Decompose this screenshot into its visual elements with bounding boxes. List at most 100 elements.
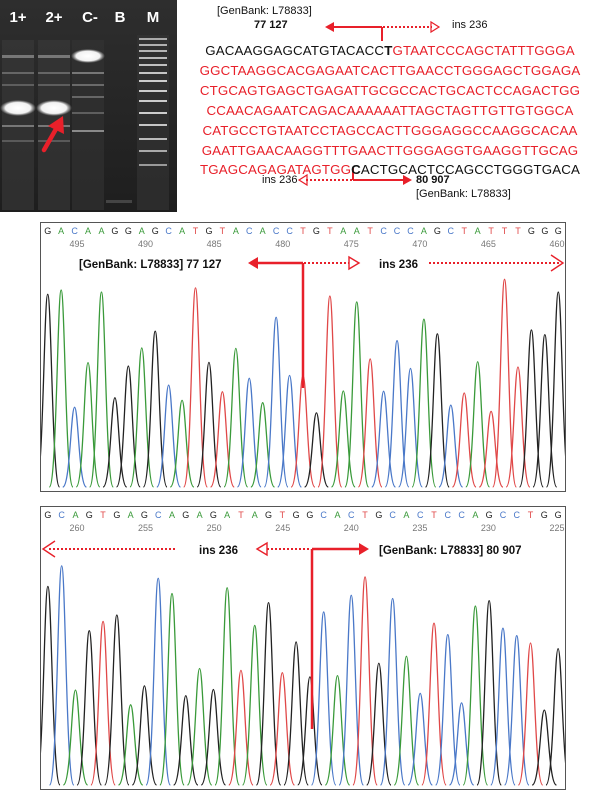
trace-peak bbox=[435, 633, 461, 786]
base-call: A bbox=[472, 510, 478, 520]
position-tick-label: 260 bbox=[69, 523, 84, 533]
trace-peak bbox=[531, 709, 558, 786]
base-call: G bbox=[265, 510, 272, 520]
trace-peak bbox=[297, 676, 323, 786]
ins-label-bottom: ins 236 bbox=[262, 174, 298, 186]
trace-peak bbox=[448, 702, 475, 786]
trace-peak bbox=[517, 642, 544, 786]
position-label-top: 77 127 bbox=[254, 19, 288, 31]
trace-peak bbox=[324, 674, 351, 786]
trace-peak bbox=[209, 391, 235, 488]
trace-peak bbox=[478, 410, 504, 488]
trace-peak bbox=[465, 361, 491, 488]
arrow-left-icon bbox=[248, 257, 258, 269]
position-tick-label: 250 bbox=[207, 523, 222, 533]
trace-peak bbox=[303, 412, 329, 488]
trace-peak bbox=[492, 278, 517, 488]
trace-peak bbox=[357, 358, 383, 488]
base-call: A bbox=[233, 226, 239, 236]
trace-peak bbox=[48, 289, 74, 488]
sequence-arrows bbox=[297, 20, 441, 187]
genbank-label-bottom: [GenBank: L78833] bbox=[416, 188, 511, 200]
base-call: A bbox=[224, 510, 230, 520]
base-call: T bbox=[461, 226, 467, 236]
base-call: G bbox=[205, 226, 212, 236]
base-call: C bbox=[513, 510, 520, 520]
position-tick-label: 465 bbox=[481, 239, 496, 249]
trace-peak bbox=[145, 577, 171, 786]
trace-peak bbox=[169, 399, 195, 488]
base-call: G bbox=[555, 510, 562, 520]
base-call: C bbox=[448, 226, 455, 236]
base-call: G bbox=[306, 510, 313, 520]
position-tick-label: 255 bbox=[138, 523, 153, 533]
base-call: A bbox=[72, 510, 78, 520]
arrow-left-open-icon bbox=[297, 173, 308, 187]
position-label-bottom: 80 907 bbox=[416, 174, 450, 186]
trace-peak bbox=[371, 390, 397, 488]
base-call: A bbox=[139, 226, 145, 236]
position-tick-label: 240 bbox=[344, 523, 359, 533]
base-call: A bbox=[85, 226, 91, 236]
position-tick-label: 460 bbox=[549, 239, 564, 249]
trace-1-annotation: [GenBank: L78833] 77 127 ins 236 bbox=[79, 254, 565, 388]
gel-svg: 1+ 2+ C- B M bbox=[0, 0, 177, 212]
base-call: C bbox=[380, 226, 387, 236]
red-arrow-icon bbox=[41, 116, 64, 153]
base-call: G bbox=[125, 226, 132, 236]
trace-peak bbox=[223, 347, 249, 488]
base-call: A bbox=[98, 226, 104, 236]
arrow-left-open-icon bbox=[255, 541, 268, 557]
base-call: C bbox=[320, 510, 327, 520]
arrow-right-icon bbox=[359, 543, 369, 555]
trace-peak bbox=[214, 587, 240, 786]
trace-peak bbox=[48, 565, 75, 786]
position-tick-label: 490 bbox=[138, 239, 153, 249]
arrow-right-open-icon bbox=[348, 255, 361, 271]
base-call: C bbox=[155, 510, 162, 520]
position-tick-label: 225 bbox=[549, 523, 564, 533]
base-call: G bbox=[434, 226, 441, 236]
trace-1-ins-label: ins 236 bbox=[379, 259, 418, 271]
trace-1-genbank-label: [GenBank: L78833] 77 127 bbox=[79, 259, 222, 271]
base-call: G bbox=[44, 226, 51, 236]
trace-peak bbox=[75, 361, 101, 488]
trace-peak bbox=[407, 692, 433, 786]
ins-label-top: ins 236 bbox=[452, 19, 488, 31]
base-call: C bbox=[394, 226, 401, 236]
base-call: T bbox=[280, 510, 286, 520]
base-call: G bbox=[210, 510, 217, 520]
base-call: T bbox=[502, 226, 508, 236]
trace-peak bbox=[330, 390, 356, 488]
base-call: T bbox=[515, 226, 521, 236]
sequence-line-7: TGAGCAGAGATAGTGGCACTGCACTCCAGCCTGGGTGACA bbox=[199, 162, 581, 177]
sequence-panel: [GenBank: L78833] 77 127 ins 236 GACAAGG… bbox=[180, 0, 600, 212]
base-call: T bbox=[220, 226, 226, 236]
base-call: A bbox=[421, 226, 427, 236]
sequence-line-3: CTGCAGTGAGCTGAGATTGCGCCACTGCACTCCAGACTGG bbox=[199, 83, 581, 98]
trace-2-ins-label: ins 236 bbox=[199, 545, 238, 557]
base-call: T bbox=[300, 226, 306, 236]
base-call: C bbox=[389, 510, 396, 520]
base-call: G bbox=[293, 510, 300, 520]
base-call: A bbox=[354, 226, 360, 236]
base-call: G bbox=[375, 510, 382, 520]
base-call: C bbox=[58, 510, 65, 520]
trace-2-peaks bbox=[41, 565, 565, 786]
trace-peak bbox=[379, 597, 406, 786]
trace-peak bbox=[104, 614, 130, 786]
base-call: C bbox=[500, 510, 507, 520]
sequence-line-6: GAATTGAACAAGGTTTGAACTTGGGAGGTGAAGGTTGCAG bbox=[201, 143, 579, 158]
base-call: A bbox=[169, 510, 175, 520]
arrow-right-open-icon bbox=[550, 254, 565, 272]
trace-2-annotation: ins 236 [GenBank: L78833] 80 907 bbox=[41, 540, 522, 729]
base-call: A bbox=[252, 510, 258, 520]
lane-label-4: B bbox=[115, 9, 126, 26]
base-call: G bbox=[111, 226, 118, 236]
base-call: C bbox=[458, 510, 465, 520]
base-call: T bbox=[193, 226, 199, 236]
base-call: G bbox=[555, 226, 562, 236]
lane-label-1: 1+ bbox=[9, 9, 26, 26]
trace-1-position-ticks: 495 490 485 480 475 470 465 460 bbox=[69, 239, 564, 249]
